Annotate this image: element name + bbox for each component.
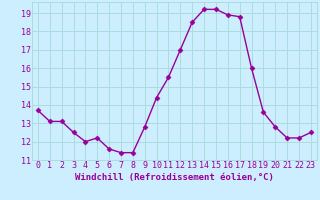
X-axis label: Windchill (Refroidissement éolien,°C): Windchill (Refroidissement éolien,°C) [75,173,274,182]
